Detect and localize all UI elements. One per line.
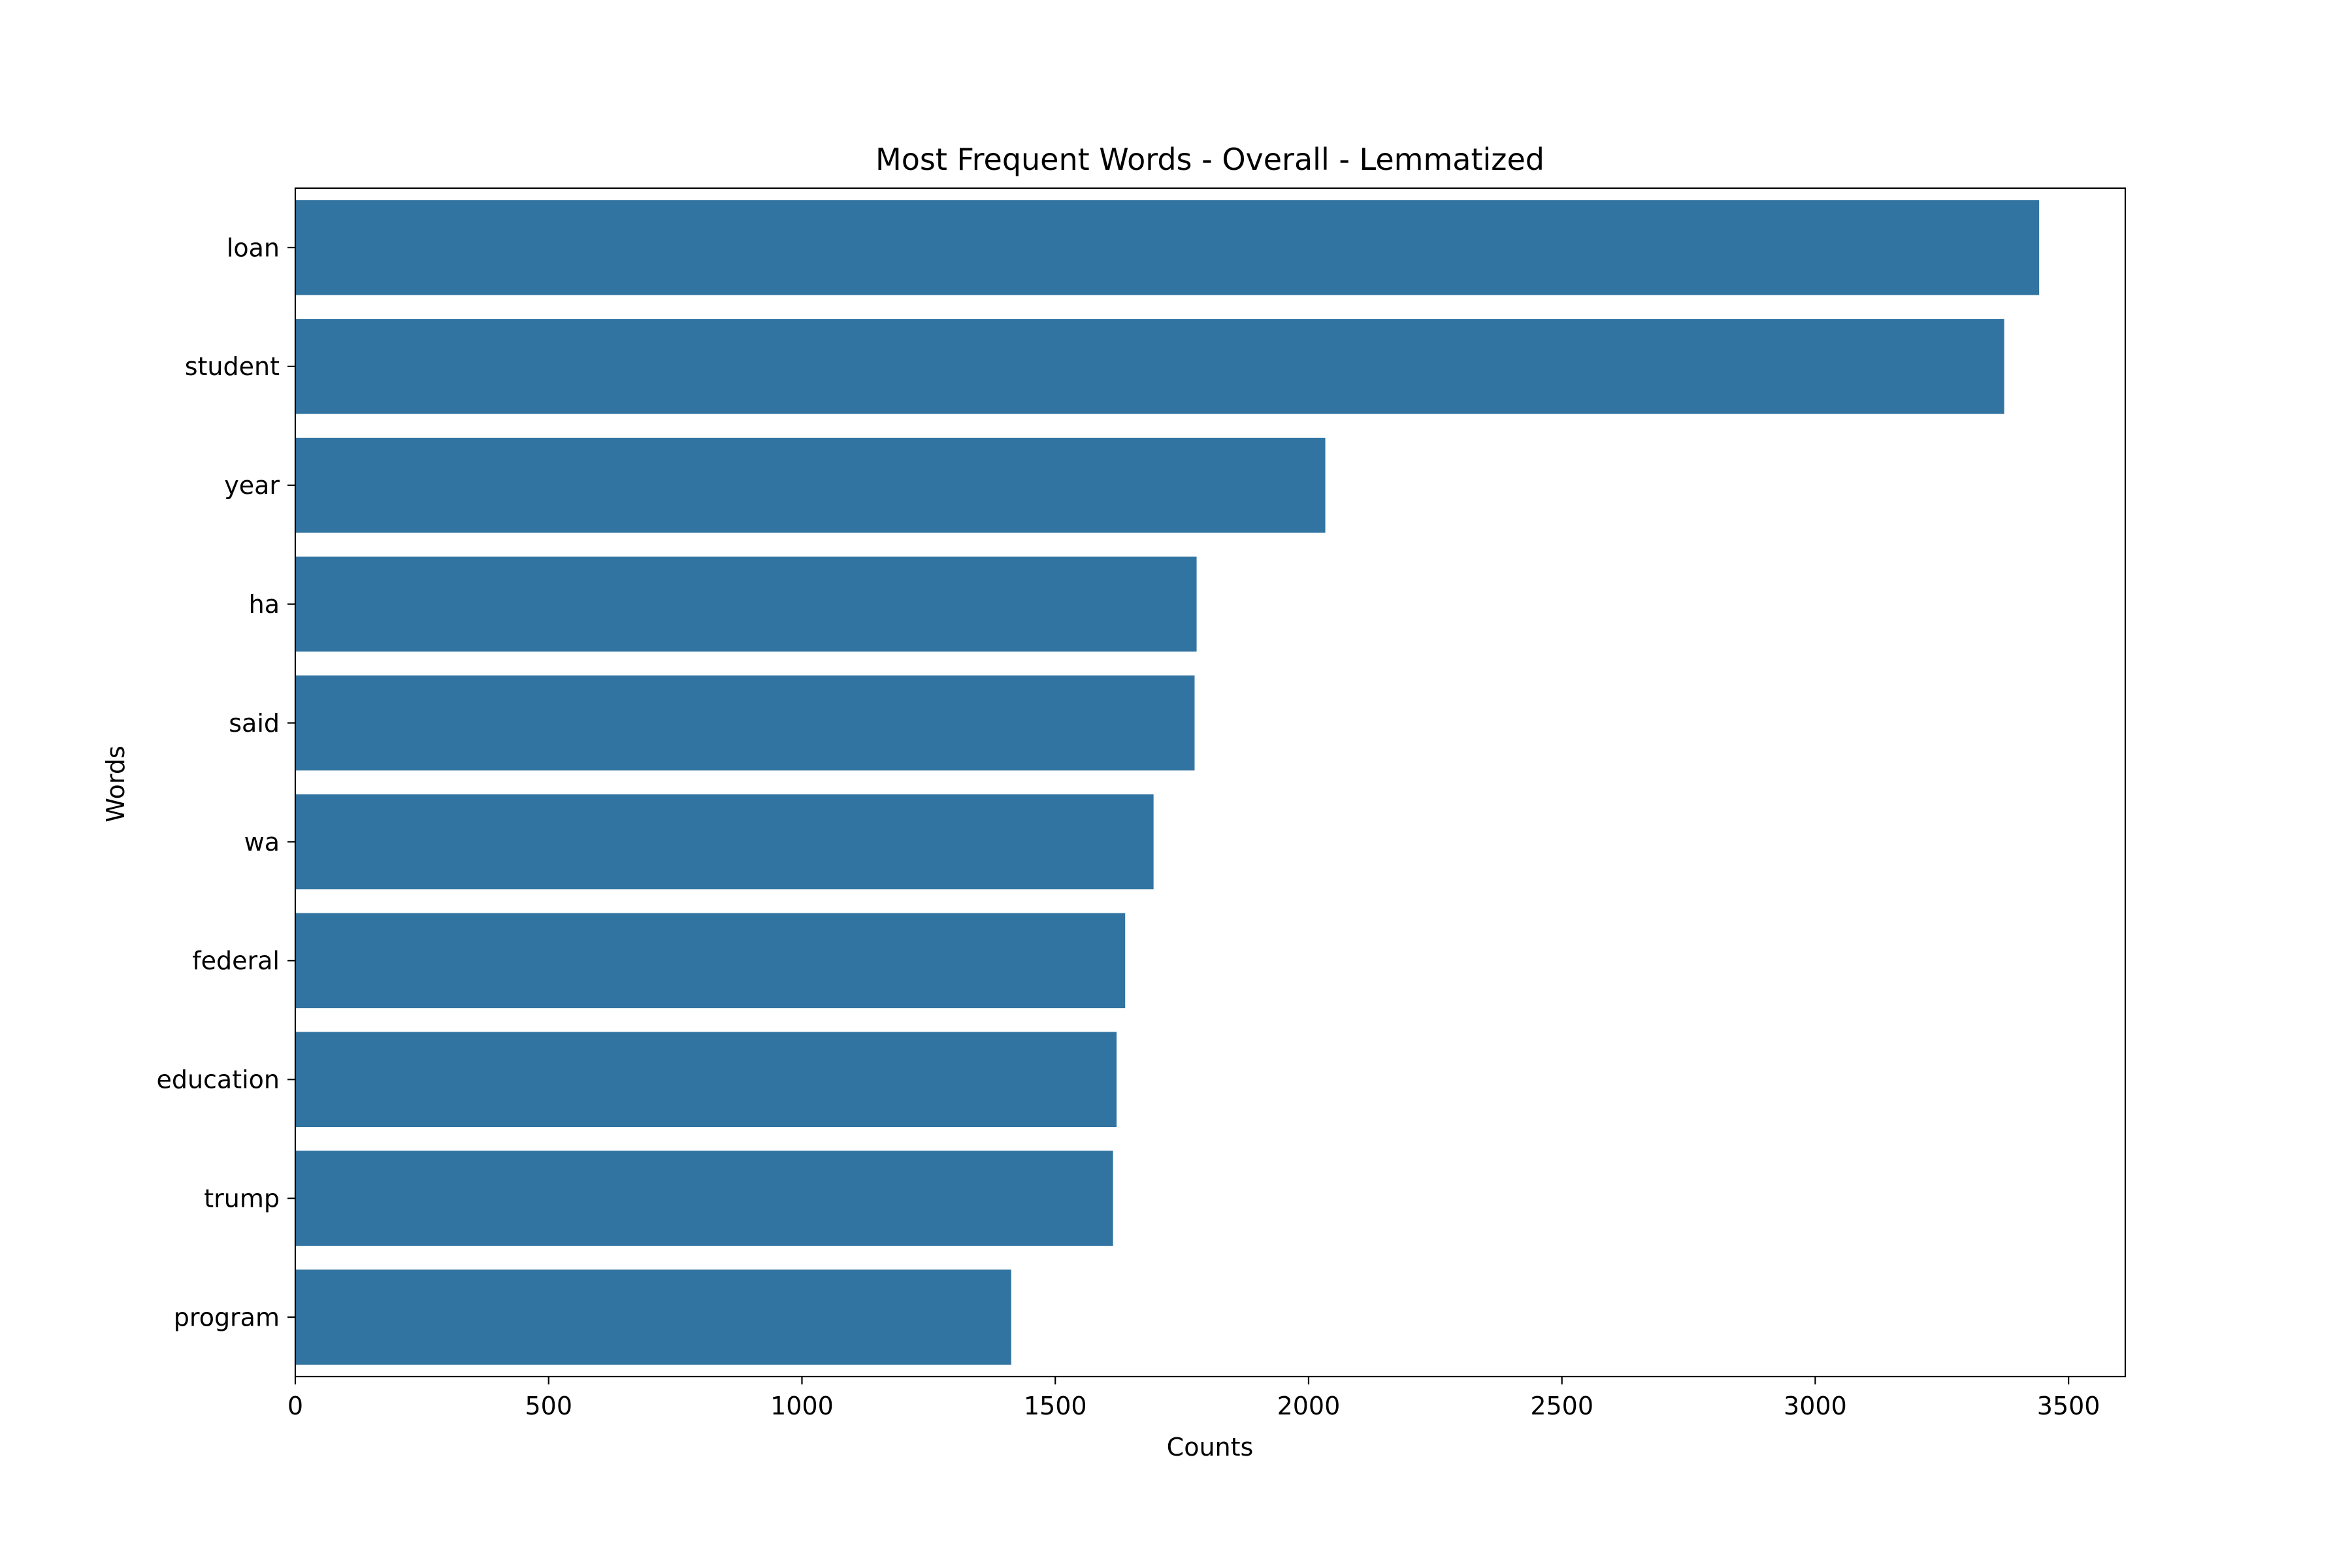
- x-tick-label: 500: [525, 1392, 572, 1420]
- bar-year: [295, 437, 1326, 533]
- x-tick-label: 2500: [1530, 1392, 1593, 1420]
- x-axis-ticks: 0 500 1000 1500 2000 2500 3000 3500: [287, 1377, 2100, 1420]
- y-tick-label: year: [224, 471, 280, 500]
- x-tick-label: 1500: [1024, 1392, 1087, 1420]
- y-tick-label: trump: [204, 1184, 280, 1213]
- x-tick-label: 3000: [1784, 1392, 1847, 1420]
- y-axis-label: Words: [101, 745, 130, 822]
- x-tick-label: 1000: [770, 1392, 834, 1420]
- y-tick-label: wa: [244, 828, 280, 857]
- x-axis-label: Counts: [1167, 1433, 1254, 1462]
- bar-wa: [295, 794, 1154, 890]
- bar-ha: [295, 556, 1197, 652]
- bar-education: [295, 1032, 1117, 1128]
- x-tick-label: 2000: [1277, 1392, 1341, 1420]
- bar-said: [295, 675, 1195, 771]
- bar-loan: [295, 200, 2040, 295]
- chart-title: Most Frequent Words - Overall - Lemmatiz…: [875, 142, 1544, 177]
- bar-student: [295, 319, 2004, 414]
- x-tick-label: 0: [287, 1392, 303, 1420]
- x-tick-label: 3500: [2037, 1392, 2100, 1420]
- y-tick-label: program: [174, 1303, 280, 1331]
- bar-trump: [295, 1151, 1113, 1246]
- y-axis-ticks: loan student year ha said wa federal education t…: [156, 233, 295, 1331]
- y-tick-label: student: [185, 352, 280, 381]
- y-tick-label: education: [156, 1066, 280, 1094]
- y-tick-label: said: [229, 709, 280, 738]
- y-tick-label: federal: [192, 947, 280, 975]
- y-tick-label: loan: [227, 233, 280, 262]
- bars-group: [295, 200, 2040, 1365]
- y-tick-label: ha: [249, 590, 280, 619]
- plot-frame: [294, 187, 2127, 1378]
- bar-federal: [295, 913, 1126, 1009]
- bar-program: [295, 1269, 1011, 1365]
